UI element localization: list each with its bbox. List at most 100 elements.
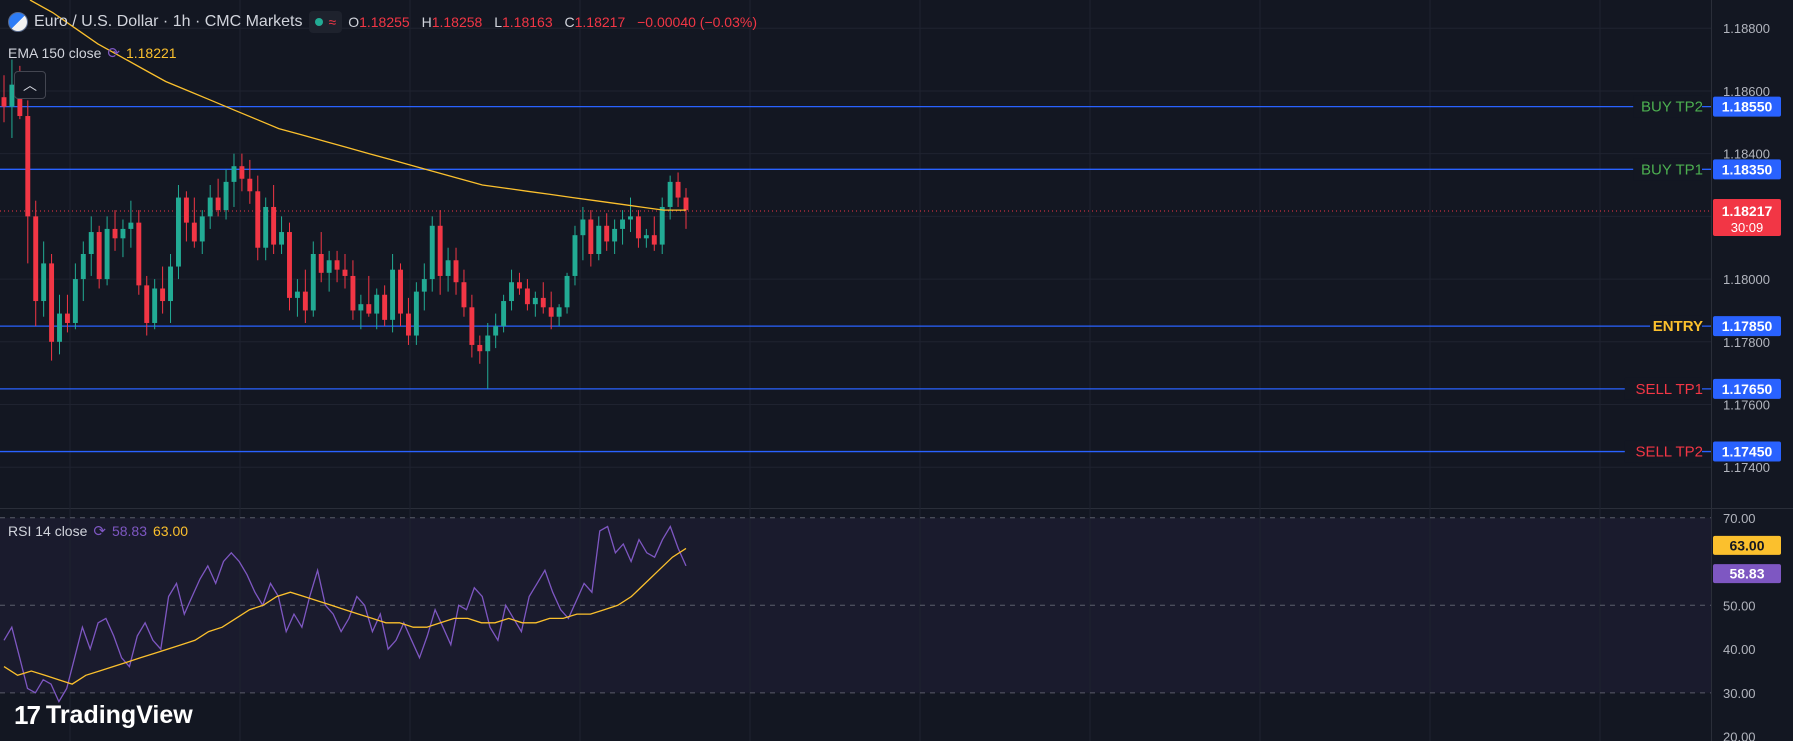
candle-body [9, 84, 15, 107]
ema-label[interactable]: EMA 150 close [8, 45, 102, 61]
ema-legend[interactable]: EMA 150 close ⟳ 1.18221 [8, 44, 177, 62]
candle-body [572, 235, 578, 276]
level-price-badge: 1.17850 [1722, 318, 1773, 334]
candle-body [643, 235, 649, 239]
candle-body [191, 222, 197, 242]
candle-body [413, 291, 419, 336]
candle-body [667, 181, 673, 207]
chevron-up-icon: ︿ [23, 77, 37, 93]
level-label: BUY TP1 [1641, 161, 1703, 178]
candle-body [517, 282, 522, 289]
candle-body [326, 260, 332, 273]
candle-body [374, 294, 380, 314]
candle-body [588, 219, 594, 254]
candle-body [485, 335, 491, 352]
level-price-badge: 1.17450 [1722, 444, 1773, 460]
last-price-badge: 1.18217 [1722, 203, 1773, 219]
candle-body [556, 307, 562, 317]
candle-body [580, 219, 586, 236]
rsi-label[interactable]: RSI 14 close [8, 523, 88, 539]
market-status-pill[interactable]: ≈ [308, 11, 343, 33]
level-label-bg [1624, 440, 1702, 463]
candle-body [199, 216, 205, 242]
price-tick-label: 1.17600 [1723, 398, 1770, 413]
bar-countdown: 30:09 [1731, 220, 1764, 235]
rsi-tick-label: 40.00 [1723, 642, 1756, 657]
candle-body [223, 181, 229, 211]
price-axis-ticks: 1.18800 1.18600 1.18400 1.18000 1.17800 1.176… [1723, 21, 1770, 475]
symbol-legend[interactable]: Euro / U.S. Dollar · 1h · CMC Markets ≈ … [8, 11, 757, 33]
candle-body [382, 294, 388, 320]
candle-body [239, 166, 245, 179]
tradingview-mark-icon: 17 [14, 700, 41, 730]
level-price-badge-box [1713, 159, 1781, 180]
candle-body [57, 313, 62, 342]
candle-body [64, 313, 70, 323]
candle-body [477, 344, 483, 352]
candle-body [104, 228, 110, 280]
candle-body [136, 222, 142, 286]
level-label-bg [1624, 377, 1702, 400]
high-value: 1.18258 [431, 14, 483, 30]
candle-body [390, 269, 396, 320]
candle-body [231, 166, 237, 182]
candle-body [279, 232, 285, 245]
candle-body [112, 228, 118, 239]
candle-body [318, 254, 324, 273]
loading-icon: ⟳ [93, 523, 106, 540]
level-label: ENTRY [1653, 318, 1703, 335]
close-key: C [564, 14, 575, 30]
candle-body [405, 313, 411, 336]
price-tick-label: 1.17800 [1723, 335, 1770, 350]
level-label-bg [1633, 95, 1702, 118]
ohlc-values: O1.18255 H1.18258 L1.18163 C1.18217 −0.0… [348, 14, 757, 30]
rsi-badge-box [1713, 564, 1781, 584]
candle-body [675, 181, 681, 198]
candlestick-series [1, 59, 689, 389]
candle-body [683, 197, 689, 211]
candle-body [421, 279, 427, 292]
price-tick-label: 1.18400 [1723, 147, 1770, 162]
rsi-value: 58.83 [111, 523, 147, 539]
candle-body [628, 216, 633, 220]
open-key: O [348, 14, 360, 30]
level-label: BUY TP2 [1641, 99, 1703, 116]
close-value: 1.18217 [574, 14, 626, 30]
candle-body [128, 222, 134, 229]
symbol-title[interactable]: Euro / U.S. Dollar · 1h · CMC Markets [34, 13, 303, 30]
candle-body [350, 275, 356, 311]
candle-body [509, 282, 514, 302]
ema-line [29, 0, 686, 211]
low-value: 1.18163 [502, 14, 553, 30]
candle-body [120, 228, 126, 239]
low-key: L [494, 14, 502, 30]
rsi-tick-label: 30.00 [1723, 686, 1756, 701]
rsi-badge: 58.83 [1729, 566, 1764, 582]
tradingview-logo[interactable]: 17 TradingView [14, 700, 193, 731]
candle-body [294, 291, 300, 298]
rsi-ma-value: 63.00 [153, 523, 189, 539]
candle-body [144, 285, 150, 323]
rsi-legend[interactable]: RSI 14 close ⟳ 58.83 63.00 [8, 522, 188, 540]
candle-body [88, 232, 94, 254]
candle-body [564, 275, 570, 308]
candle-body [168, 266, 173, 302]
level-price-badge-box [1713, 316, 1781, 337]
level-label: SELL TP2 [1635, 444, 1703, 461]
collapse-legend-button[interactable]: ︿ [14, 71, 46, 99]
last-price-badge-box [1713, 199, 1781, 237]
candle-body [152, 288, 158, 323]
wave-icon: ≈ [328, 14, 337, 30]
price-tick-label: 1.17400 [1723, 460, 1770, 475]
loading-icon: ⟳ [107, 45, 120, 62]
candle-body [334, 260, 340, 270]
candle-body [96, 232, 102, 280]
candle-body [445, 260, 451, 276]
rsi-tick-label: 70.00 [1723, 511, 1756, 526]
candle-body [604, 225, 610, 242]
candle-body [49, 263, 55, 342]
candle-body [620, 219, 626, 229]
rsi-line [3, 524, 687, 704]
price-badges: 1.18550 1.18350 1.17850 1.17650 1.17450 1.182… [1713, 96, 1781, 584]
